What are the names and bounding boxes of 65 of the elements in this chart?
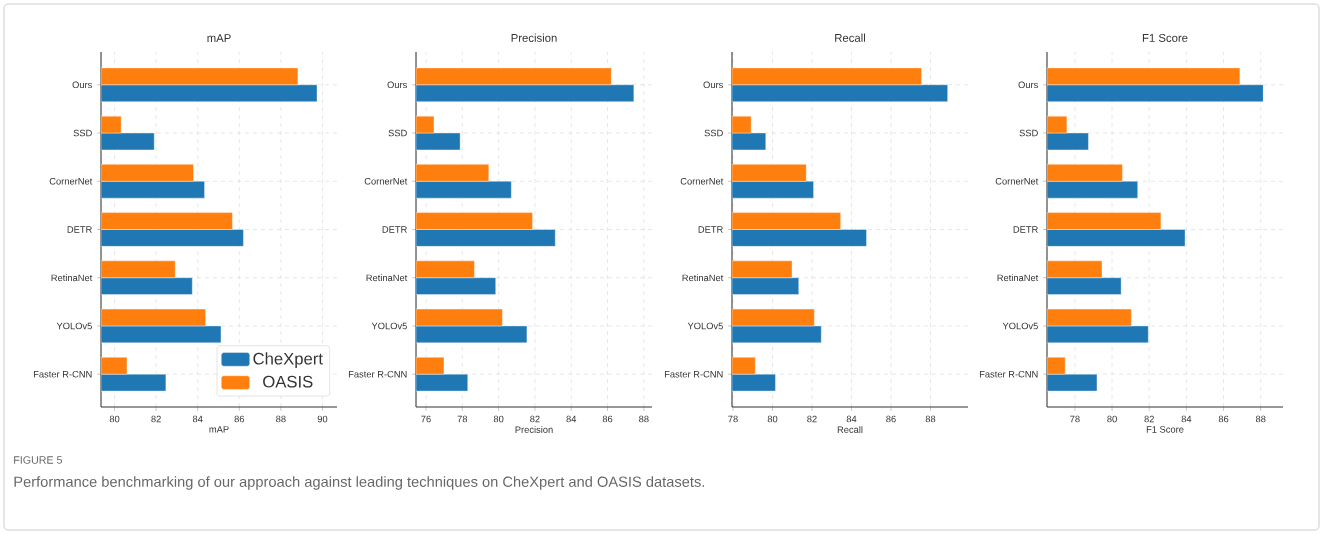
x-tick-label: 82 [530, 415, 540, 423]
y-tick-label: YOLOv5 [1002, 322, 1038, 330]
legend-label: OASIS [263, 375, 313, 388]
y-tick-label: Faster R-CNN [348, 370, 407, 378]
y-tick-label: Ours [387, 81, 407, 89]
caption: FIGURE 5 [14, 456, 63, 464]
y-tick-label: DETR [67, 226, 92, 233]
legend-label: CheXpert [253, 352, 323, 368]
x-axis-title: mAP [209, 426, 229, 433]
y-tick-label: YOLOv5 [687, 322, 723, 330]
x-tick-label: 78 [1070, 415, 1080, 423]
y-tick-label: SSD [1019, 129, 1038, 137]
text: Performance benchmarking of our approach against leading techniques on CheXpert and OASIS datasets. [14, 476, 705, 490]
x-tick-label: 80 [1107, 415, 1117, 423]
chart-title: F1 Score [1142, 33, 1188, 42]
y-tick-label: RetinaNet [997, 274, 1039, 282]
x-axis-title: F1 Score [1146, 426, 1184, 433]
x-tick-label: 80 [109, 415, 120, 423]
y-tick-label: DETR [382, 226, 407, 233]
chart-title: mAP [207, 34, 231, 42]
y-tick-label: SSD [73, 129, 92, 137]
x-axis-title: Precision [515, 426, 553, 433]
y-tick-label: SSD [388, 129, 407, 137]
x-tick-label: 88 [639, 415, 649, 423]
x-tick-label: 80 [493, 415, 504, 423]
x-tick-label: 88 [1255, 415, 1266, 423]
y-tick-label: YOLOv5 [56, 322, 92, 330]
y-tick-label: Ours [72, 81, 92, 89]
x-tick-label: 78 [728, 415, 738, 423]
x-tick-label: 86 [234, 415, 245, 423]
y-tick-label: RetinaNet [51, 274, 93, 282]
y-tick-label: RetinaNet [682, 274, 724, 282]
x-tick-label: 76 [421, 415, 431, 423]
x-tick-label: 88 [276, 415, 286, 423]
y-tick-label: Faster R-CNN [664, 370, 723, 378]
y-tick-label: Faster R-CNN [979, 370, 1038, 378]
x-axis-title: Recall [837, 426, 863, 433]
y-tick-label: Ours [1018, 81, 1038, 89]
chart-title: Recall [835, 33, 865, 42]
x-tick-label: 90 [317, 415, 328, 423]
x-tick-label: 86 [886, 415, 896, 423]
y-tick-label: CornerNet [680, 177, 724, 185]
x-tick-label: 84 [846, 415, 857, 423]
x-tick-label: 82 [807, 415, 817, 423]
x-tick-label: 88 [925, 415, 936, 423]
y-tick-label: Ours [703, 81, 723, 89]
y-tick-label: Faster R-CNN [33, 370, 92, 378]
x-tick-label: 86 [602, 415, 613, 423]
y-tick-label: SSD [704, 129, 723, 137]
y-tick-label: RetinaNet [366, 274, 408, 282]
x-tick-label: 84 [1181, 415, 1192, 423]
y-tick-label: CornerNet [364, 177, 408, 185]
x-tick-label: 82 [151, 415, 161, 423]
x-tick-label: 82 [1144, 415, 1154, 423]
x-tick-label: 86 [1218, 415, 1229, 423]
x-tick-label: 84 [192, 415, 203, 423]
y-tick-label: CornerNet [995, 177, 1039, 185]
chart-title: Precision [511, 33, 557, 42]
y-tick-label: DETR [698, 226, 723, 233]
y-tick-label: DETR [1013, 226, 1038, 233]
y-tick-label: YOLOv5 [371, 322, 407, 330]
x-tick-label: 80 [767, 415, 778, 423]
x-tick-label: 78 [457, 415, 468, 423]
x-tick-label: 84 [566, 415, 577, 423]
y-tick-label: CornerNet [49, 177, 93, 185]
